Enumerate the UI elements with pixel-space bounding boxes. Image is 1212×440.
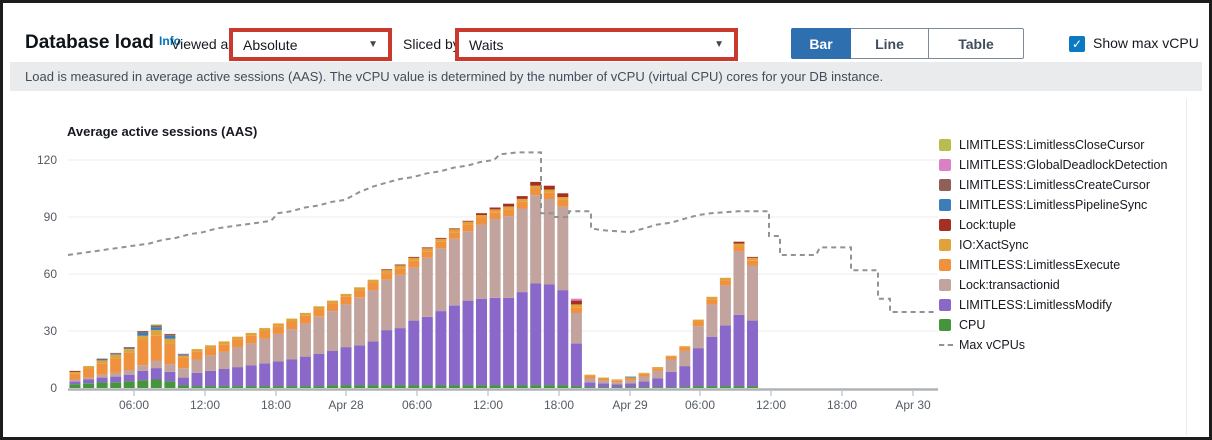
legend-label: LIMITLESS:LimitlessCloseCursor xyxy=(959,138,1145,152)
aas-chart[interactable]: 0 30 60 90 120 06:00 12:00 18:00 Apr 28 06:00 12:0… xyxy=(3,3,1212,440)
legend-label: LIMITLESS:LimitlessCreateCursor xyxy=(959,178,1151,192)
chart-title: Average active sessions (AAS) xyxy=(67,124,258,139)
page-title: Database load xyxy=(25,32,154,53)
svg-text:0: 0 xyxy=(50,381,57,395)
line-view-button[interactable]: Line xyxy=(851,28,929,59)
chevron-down-icon: ▼ xyxy=(714,39,724,50)
chart-legend: LIMITLESS:LimitlessCloseCursor LIMITLESS:… xyxy=(939,135,1167,355)
show-max-vcpu-checkbox[interactable]: ✓ xyxy=(1069,36,1085,52)
panel-right-divider xyxy=(1186,99,1187,435)
svg-text:60: 60 xyxy=(44,267,58,281)
svg-text:Apr 28: Apr 28 xyxy=(328,398,364,412)
table-view-button[interactable]: Table xyxy=(929,28,1024,59)
svg-text:18:00: 18:00 xyxy=(261,398,291,412)
legend-label: Lock:tuple xyxy=(959,218,1016,232)
svg-text:06:00: 06:00 xyxy=(119,398,149,412)
svg-text:Apr 30: Apr 30 xyxy=(895,398,931,412)
legend-item: LIMITLESS:LimitlessExecute xyxy=(939,255,1167,275)
legend-item: LIMITLESS:LimitlessCloseCursor xyxy=(939,135,1167,155)
legend-color-chip xyxy=(939,199,951,211)
svg-text:Apr 29: Apr 29 xyxy=(612,398,648,412)
svg-text:18:00: 18:00 xyxy=(827,398,857,412)
legend-label: LIMITLESS:LimitlessPipelineSync xyxy=(959,198,1148,212)
svg-text:06:00: 06:00 xyxy=(685,398,715,412)
legend-label: Lock:transactionid xyxy=(959,278,1060,292)
sliced-by-label: Sliced by xyxy=(403,36,460,52)
legend-label: LIMITLESS:LimitlessModify xyxy=(959,298,1112,312)
sliced-by-select[interactable]: Waits ▼ xyxy=(459,32,734,57)
legend-item: LIMITLESS:LimitlessPipelineSync xyxy=(939,195,1167,215)
highlight-box-sliced-by: Waits ▼ xyxy=(455,28,738,61)
svg-text:120: 120 xyxy=(37,153,57,167)
svg-text:12:00: 12:00 xyxy=(473,398,503,412)
legend-color-chip xyxy=(939,139,951,151)
legend-item: Lock:transactionid xyxy=(939,275,1167,295)
chevron-down-icon: ▼ xyxy=(368,39,378,50)
legend-color-chip xyxy=(939,279,951,291)
legend-color-chip xyxy=(939,239,951,251)
viewed-as-select[interactable]: Absolute ▼ xyxy=(233,32,388,57)
legend-label: Max vCPUs xyxy=(959,338,1025,352)
sliced-by-value: Waits xyxy=(469,36,504,53)
svg-text:12:00: 12:00 xyxy=(756,398,786,412)
legend-item: LIMITLESS:LimitlessModify xyxy=(939,295,1167,315)
highlight-box-viewed-as: Absolute ▼ xyxy=(229,28,392,61)
legend-color-chip xyxy=(939,259,951,271)
legend-color-chip xyxy=(939,159,951,171)
legend-color-chip xyxy=(939,179,951,191)
legend-label: IO:XactSync xyxy=(959,238,1029,252)
viewed-as-label: Viewed as xyxy=(171,36,236,52)
legend-item: CPU xyxy=(939,315,1167,335)
svg-text:30: 30 xyxy=(44,324,58,338)
legend-item: Max vCPUs xyxy=(939,335,1167,355)
legend-item: IO:XactSync xyxy=(939,235,1167,255)
legend-dash-icon xyxy=(939,344,953,346)
legend-label: LIMITLESS:LimitlessExecute xyxy=(959,258,1121,272)
bar-view-button[interactable]: Bar xyxy=(791,28,851,59)
viewed-as-value: Absolute xyxy=(243,36,298,53)
description-strip: Load is measured in average active sessi… xyxy=(10,62,1202,91)
svg-text:18:00: 18:00 xyxy=(544,398,574,412)
view-toggle-group: Bar Line Table xyxy=(791,28,1024,59)
show-max-vcpu-label: Show max vCPU xyxy=(1093,35,1199,51)
svg-text:12:00: 12:00 xyxy=(190,398,220,412)
legend-color-chip xyxy=(939,219,951,231)
legend-item: Lock:tuple xyxy=(939,215,1167,235)
legend-color-chip xyxy=(939,319,951,331)
legend-color-chip xyxy=(939,299,951,311)
legend-item: LIMITLESS:LimitlessCreateCursor xyxy=(939,175,1167,195)
description-text: Load is measured in average active sessi… xyxy=(25,69,884,84)
info-link[interactable]: Info xyxy=(159,34,181,48)
svg-text:06:00: 06:00 xyxy=(402,398,432,412)
svg-text:90: 90 xyxy=(44,210,58,224)
legend-label: CPU xyxy=(959,318,986,332)
legend-label: LIMITLESS:GlobalDeadlockDetection xyxy=(959,158,1168,172)
legend-item: LIMITLESS:GlobalDeadlockDetection xyxy=(939,155,1167,175)
